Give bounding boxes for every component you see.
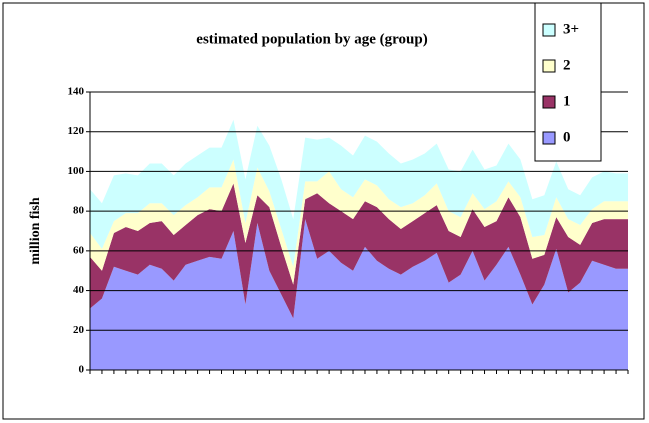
legend-label: 0 xyxy=(563,129,571,145)
area xyxy=(90,219,628,370)
y-tick-label: 60 xyxy=(73,244,85,256)
legend-swatch xyxy=(542,131,556,145)
legend-swatch xyxy=(542,59,556,73)
y-axis-label: million fish xyxy=(28,197,43,265)
legend-label: 3+ xyxy=(563,21,579,37)
y-tick-label: 40 xyxy=(73,284,85,296)
area xyxy=(90,159,628,285)
legend-swatch xyxy=(542,95,556,109)
y-tick-label: 20 xyxy=(73,324,85,336)
legend-label: 2 xyxy=(563,57,571,73)
y-tick-label: 80 xyxy=(73,205,85,217)
y-tick-label: 100 xyxy=(68,165,85,177)
y-tick-label: 0 xyxy=(79,364,85,376)
legend-swatch xyxy=(542,23,556,37)
area xyxy=(90,119,628,267)
chart-title: estimated population by age (group) xyxy=(196,31,427,47)
y-tick-label: 140 xyxy=(68,86,85,98)
y-tick-label: 120 xyxy=(68,125,85,137)
legend-label: 1 xyxy=(563,93,571,109)
